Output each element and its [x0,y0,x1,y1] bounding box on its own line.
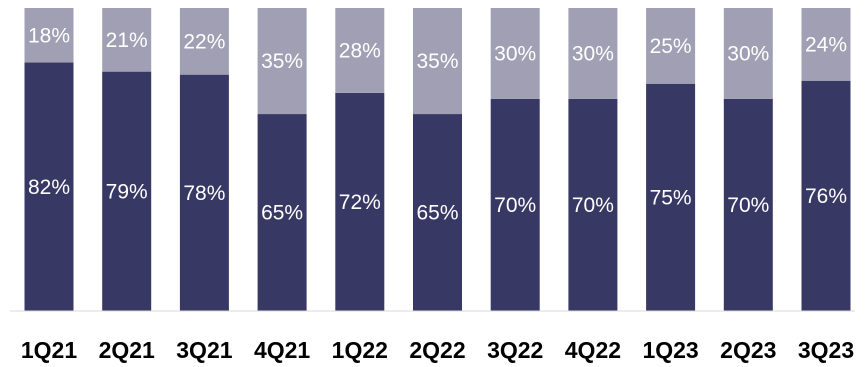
data-label-dark-2Q23: 70% [727,194,769,217]
data-label-light-3Q22: 30% [494,42,536,65]
bar-segment-dark-2Q21 [102,71,152,311]
data-label-light-2Q21: 21% [106,29,148,52]
bar-segment-light-1Q21 [24,8,74,63]
x-tick-label-2Q23: 2Q23 [720,337,776,363]
bar-segment-dark-1Q23 [646,83,696,311]
bar-segment-light-2Q23 [723,8,773,99]
data-label-light-2Q22: 35% [416,50,458,73]
data-label-light-4Q21: 35% [261,50,303,73]
x-tick-label-4Q21: 4Q21 [254,337,310,363]
x-tick-label-3Q23: 3Q23 [798,337,854,363]
x-tick-label-4Q22: 4Q22 [565,337,621,363]
bar-segment-light-3Q21 [179,8,229,75]
data-label-light-4Q22: 30% [572,42,614,65]
bar-segment-light-1Q22 [335,8,385,93]
bar-segment-light-1Q23 [646,8,696,84]
bars-layer [24,8,851,312]
x-axis-tick-labels: 1Q21 2Q21 3Q21 4Q21 1Q22 2Q22 3Q22 4Q22 1Q23 2Q23… [21,337,854,363]
data-label-dark-2Q21: 79% [106,180,148,203]
bar-segment-dark-4Q21 [257,114,307,311]
data-labels-layer: 82% 18% 79% 21% 78% 22% 65% 35% 72% 28% 65% 35% 70% 3… [28,24,847,224]
x-tick-label-3Q22: 3Q22 [487,337,543,363]
bar-segment-dark-4Q22 [568,98,618,312]
bar-segment-dark-1Q22 [335,92,385,311]
bar-segment-light-2Q21 [102,8,152,72]
x-tick-label-1Q22: 1Q22 [332,337,388,363]
bar-segment-light-3Q22 [490,8,540,99]
x-tick-label-2Q22: 2Q22 [409,337,465,363]
bar-segment-light-3Q23 [801,8,851,81]
bar-segment-light-4Q21 [257,8,307,115]
data-label-dark-4Q21: 65% [261,202,303,225]
bar-segment-light-4Q22 [568,8,618,99]
data-label-dark-3Q21: 78% [183,182,225,205]
bar-segment-dark-1Q21 [24,62,74,311]
data-label-light-1Q23: 25% [650,35,692,58]
x-tick-label-3Q21: 3Q21 [176,337,232,363]
data-label-light-1Q21: 18% [28,24,70,47]
x-tick-label-1Q21: 1Q21 [21,337,77,363]
bar-segment-light-2Q22 [413,8,462,115]
x-tick-label-1Q23: 1Q23 [642,337,698,363]
bar-segment-dark-2Q23 [723,98,773,312]
bar-segment-dark-3Q22 [490,98,540,312]
data-label-dark-3Q22: 70% [494,194,536,217]
x-tick-label-2Q21: 2Q21 [99,337,155,363]
data-label-light-2Q23: 30% [727,42,769,65]
data-label-light-3Q21: 22% [183,30,225,53]
data-label-dark-3Q23: 76% [805,185,847,208]
bar-segment-dark-2Q22 [413,114,462,311]
bar-segment-dark-3Q21 [179,74,229,311]
data-label-dark-1Q21: 82% [28,176,70,199]
data-label-light-3Q23: 24% [805,33,847,56]
data-label-dark-2Q22: 65% [416,202,458,225]
data-label-dark-4Q22: 70% [572,194,614,217]
bar-segment-dark-3Q23 [801,80,851,311]
data-label-dark-1Q23: 75% [650,186,692,209]
data-label-light-1Q22: 28% [339,39,381,62]
data-label-dark-1Q22: 72% [339,191,381,214]
